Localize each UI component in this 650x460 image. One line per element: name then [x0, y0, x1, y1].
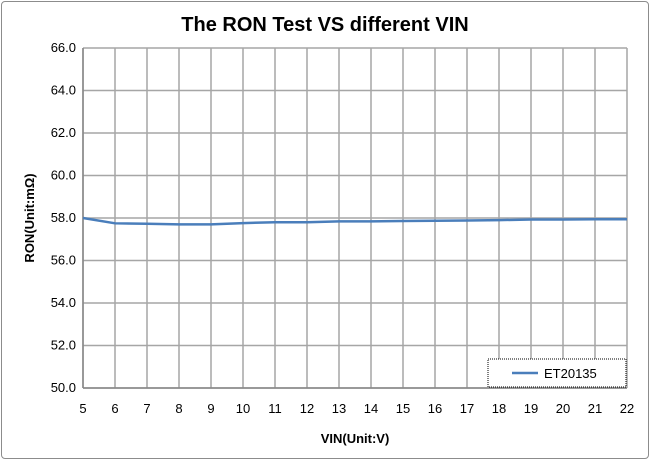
- x-axis-label: VIN(Unit:V): [321, 431, 390, 446]
- y-tick-label: 54.0: [51, 295, 76, 310]
- legend-box: [487, 358, 627, 388]
- y-tick-label: 66.0: [51, 40, 76, 55]
- x-tick-label: 10: [236, 401, 250, 416]
- x-tick-label: 17: [460, 401, 474, 416]
- x-tick-label: 12: [300, 401, 314, 416]
- x-tick-label: 7: [143, 401, 150, 416]
- series-line: [82, 216, 627, 226]
- chart-title: The RON Test VS different VIN: [181, 14, 469, 36]
- x-tick-label: 9: [207, 401, 214, 416]
- y-tick-label: 50.0: [51, 380, 76, 395]
- x-tick-label: 16: [428, 401, 442, 416]
- y-axis-label: RON(Unit:mΩ): [22, 173, 37, 262]
- y-tick-label: 60.0: [51, 168, 76, 183]
- x-tick-label: 21: [588, 401, 602, 416]
- y-tick-label: 64.0: [51, 83, 76, 98]
- x-tick-label: 15: [396, 401, 410, 416]
- x-tick-label: 22: [620, 401, 634, 416]
- y-tick-label: 52.0: [51, 338, 76, 353]
- x-tick-label: 19: [524, 401, 538, 416]
- x-tick-label: 11: [268, 401, 282, 416]
- x-tick-label: 8: [175, 401, 182, 416]
- legend-label: ET20135: [544, 366, 597, 381]
- x-tick-label: 18: [492, 401, 506, 416]
- x-tick-label: 6: [111, 401, 118, 416]
- y-tick-label: 62.0: [51, 125, 76, 140]
- x-tick-label: 13: [332, 401, 346, 416]
- y-tick-label: 56.0: [51, 253, 76, 268]
- y-tick-label: 58.0: [51, 210, 76, 225]
- x-tick-label: 14: [364, 401, 378, 416]
- x-tick-label: 5: [79, 401, 86, 416]
- x-tick-label: 20: [556, 401, 570, 416]
